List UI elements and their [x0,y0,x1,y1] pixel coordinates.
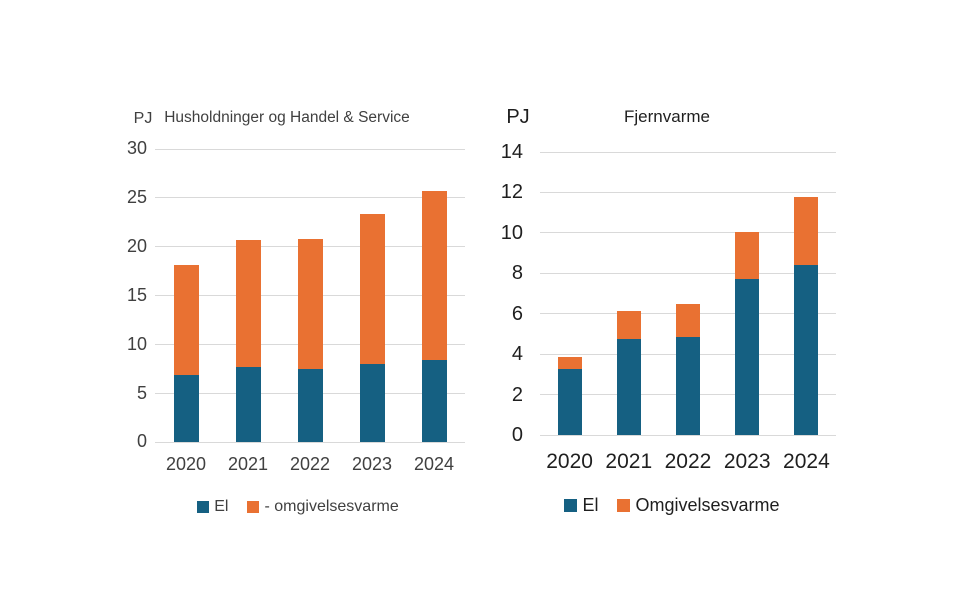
y-axis-tick-label: 12 [500,181,523,204]
y-axis-tick-label: 10 [126,333,147,354]
y-axis-tick-label: 25 [126,187,147,208]
left-chart-title: Husholdninger og Handel & Service [164,109,410,126]
left-y-axis-unit-label: PJ [133,110,153,127]
y-axis-tick-label: 2 [511,383,523,406]
bar-segment-el [794,265,819,435]
bar-segment-omgivelsesvarme [616,310,641,339]
bar-segment-omgivelsesvarme [297,239,323,369]
y-axis-tick-label: 20 [126,236,147,257]
bar-segment-el [297,368,323,442]
x-axis-year-label: 2023 [351,454,393,474]
right-legend: El Omgivelsesvarme [512,495,832,516]
bar-segment-el [173,374,199,442]
y-axis-tick-label: 8 [511,262,523,285]
bar-segment-el [616,338,641,435]
bar-segment-omgivelsesvarme [359,214,385,364]
right-legend-item-el: El [564,495,598,516]
y-axis-tick-label: 0 [136,431,147,452]
y-axis-tick-label: 4 [511,343,523,366]
el-swatch-icon [564,499,578,512]
omgivelsesvarme-swatch-icon [617,499,631,512]
x-axis-year-label: 2022 [289,454,331,474]
gridline [540,191,836,193]
x-axis-year-label: 2020 [546,450,593,473]
omgivelsesvarme-swatch-icon [247,501,260,513]
bar-segment-el [735,279,760,435]
y-axis-tick-label: 0 [511,424,523,446]
bar-segment-el [557,369,582,435]
left-legend-label-el: El [214,498,229,515]
bar-segment-omgivelsesvarme [794,197,819,266]
y-axis-tick-label: 6 [511,302,523,325]
bar-segment-omgivelsesvarme [173,265,199,375]
bar-segment-omgivelsesvarme [421,190,447,360]
gridline [155,148,465,150]
left-legend-item-omgivelsesvarme: - omgivelsesvarme [247,498,399,516]
bar-segment-omgivelsesvarme [557,357,582,370]
bar-segment-omgivelsesvarme [676,303,700,337]
x-axis-year-label: 2021 [227,454,269,474]
right-legend-label-el: El [582,495,599,515]
y-axis-tick-label: 10 [500,221,523,244]
gridline [540,272,836,274]
y-axis-tick-label: 30 [126,138,147,159]
y-axis-tick-label: 15 [126,284,147,305]
bar-segment-el [235,366,261,442]
bar-segment-el [676,336,700,435]
right-legend-label-omgivelsesvarme: Omgivelsesvarme [635,495,780,515]
left-legend-item-el: El [197,498,228,516]
gridline [155,197,465,199]
x-axis-year-label: 2020 [165,454,207,474]
left-legend: El - omgivelsesvarme [128,498,468,516]
right-legend-item-omgivelsesvarme: Omgivelsesvarme [617,495,780,516]
y-axis-tick-label: 14 [500,141,523,163]
right-y-axis-unit-label: PJ [506,106,530,128]
right-chart-title: Fjernvarme [624,107,710,126]
gridline [540,232,836,234]
x-axis-year-label: 2024 [413,454,455,474]
bar-segment-omgivelsesvarme [735,231,760,280]
gridline [155,441,465,443]
x-axis-year-label: 2022 [664,450,712,473]
x-axis-year-label: 2023 [723,450,771,473]
x-axis-year-label: 2024 [783,450,830,473]
bar-segment-omgivelsesvarme [235,239,261,367]
x-axis-year-label: 2021 [605,450,653,473]
gridline [540,151,836,153]
y-axis-tick-label: 5 [136,382,147,403]
el-swatch-icon [197,501,210,513]
bar-segment-el [359,363,385,442]
bar-segment-el [421,359,447,442]
gridline [540,434,836,436]
left-legend-label-omgivelsesvarme: - omgivelsesvarme [264,498,399,515]
